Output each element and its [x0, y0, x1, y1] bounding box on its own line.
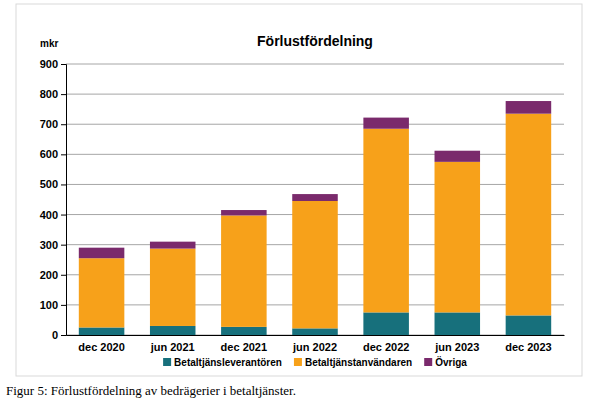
bar — [79, 248, 125, 259]
tick-mark — [61, 124, 66, 125]
y-axis: 0 100 200 300 400 500 600 700 800 900 — [40, 58, 67, 341]
series — [79, 101, 551, 258]
bar — [363, 312, 409, 335]
tick-label: 700 — [40, 118, 58, 130]
bar — [506, 315, 552, 335]
bar — [79, 258, 125, 327]
tick: 100 — [40, 299, 66, 311]
series — [79, 114, 551, 329]
bar — [150, 242, 196, 249]
y-axis-label: mkr — [40, 38, 58, 49]
tick-label: 0 — [52, 329, 58, 341]
bar — [292, 201, 338, 328]
bar — [506, 101, 552, 114]
legend-swatch — [424, 358, 432, 366]
bar — [363, 129, 409, 313]
bar — [221, 210, 267, 215]
tick-mark — [61, 94, 66, 95]
grid-line — [66, 94, 564, 95]
tick-mark — [61, 184, 66, 185]
axis-line — [67, 335, 565, 336]
tick: 800 — [40, 88, 66, 100]
tick: jun 2021 — [150, 335, 195, 353]
bar — [363, 118, 409, 129]
tick: 500 — [40, 178, 66, 190]
grid-line — [66, 184, 564, 185]
legend-item: Betaltjänstanvändaren — [294, 357, 412, 368]
tick: dec 2022 — [363, 335, 409, 353]
tick-label: 900 — [40, 58, 58, 70]
bar — [150, 326, 196, 335]
tick-label: dec 2021 — [221, 341, 267, 353]
bar — [435, 162, 481, 313]
tick-label: dec 2022 — [363, 341, 409, 353]
tick: 900 — [40, 58, 66, 70]
tick: dec 2021 — [221, 335, 267, 353]
axis-line — [61, 65, 67, 336]
legend-label: Övriga — [435, 356, 467, 368]
tick-label: 500 — [40, 178, 58, 190]
legend-swatch — [163, 358, 171, 366]
tick: 600 — [40, 148, 66, 160]
tick-label: 400 — [40, 209, 58, 221]
tick: 400 — [40, 209, 66, 221]
tick-label: 600 — [40, 148, 58, 160]
tick-label: dec 2020 — [78, 341, 124, 353]
tick-label: 800 — [40, 88, 58, 100]
legend-item: Betaltjänsleverantören — [163, 357, 282, 368]
legend-label: Betaltjänsleverantören — [174, 357, 282, 368]
tick-label: 100 — [40, 299, 58, 311]
tick-label: jun 2022 — [292, 341, 337, 353]
tick-mark — [61, 215, 66, 216]
x-axis: dec 2020 jun 2021 dec 2021 jun 2022 dec 2022… — [67, 335, 565, 353]
grid-line — [66, 154, 564, 155]
tick-label: jun 2021 — [150, 341, 195, 353]
tick-mark — [61, 154, 66, 155]
grid-line — [66, 64, 564, 65]
legend-item: Övriga — [424, 356, 467, 368]
tick-label: dec 2023 — [505, 341, 551, 353]
grid — [66, 64, 564, 335]
plot: 0 100 200 300 400 500 600 700 800 900 dec 2020 jun … — [40, 58, 565, 353]
legend-swatch — [294, 358, 302, 366]
bar — [221, 327, 267, 335]
tick: dec 2020 — [78, 335, 124, 353]
title: Förlustfördelning — [257, 33, 373, 49]
bar — [150, 249, 196, 326]
tick: 300 — [40, 239, 66, 251]
tick: jun 2023 — [434, 335, 479, 353]
tick-label: jun 2023 — [434, 341, 479, 353]
bar — [435, 312, 481, 335]
chart: 0 100 200 300 400 500 600 700 800 900 dec 2020 jun … — [0, 0, 594, 405]
tick: jun 2022 — [292, 335, 337, 353]
grid-line — [66, 124, 564, 125]
tick-mark — [61, 335, 66, 336]
tick-mark — [61, 64, 66, 65]
tick-label: 300 — [40, 239, 58, 251]
bar — [221, 215, 267, 326]
tick-mark — [61, 275, 66, 276]
tick-mark — [61, 305, 66, 306]
bar — [79, 327, 125, 335]
tick: 0 — [52, 329, 66, 341]
legend-label: Betaltjänstanvändaren — [305, 357, 412, 368]
tick-mark — [61, 245, 66, 246]
bars — [79, 101, 551, 335]
tick: 200 — [40, 269, 66, 281]
tick-label: 200 — [40, 269, 58, 281]
legend: Betaltjänsleverantören Betaltjänstanvända… — [163, 356, 467, 368]
tick: 700 — [40, 118, 66, 130]
bar — [292, 328, 338, 335]
caption: Figur 5: Förlustfördelning av bedrägerie… — [6, 383, 296, 398]
bar — [435, 151, 481, 162]
bar — [506, 114, 552, 316]
bar — [292, 194, 338, 201]
chart-frame — [16, 4, 582, 376]
tick: dec 2023 — [505, 335, 551, 353]
